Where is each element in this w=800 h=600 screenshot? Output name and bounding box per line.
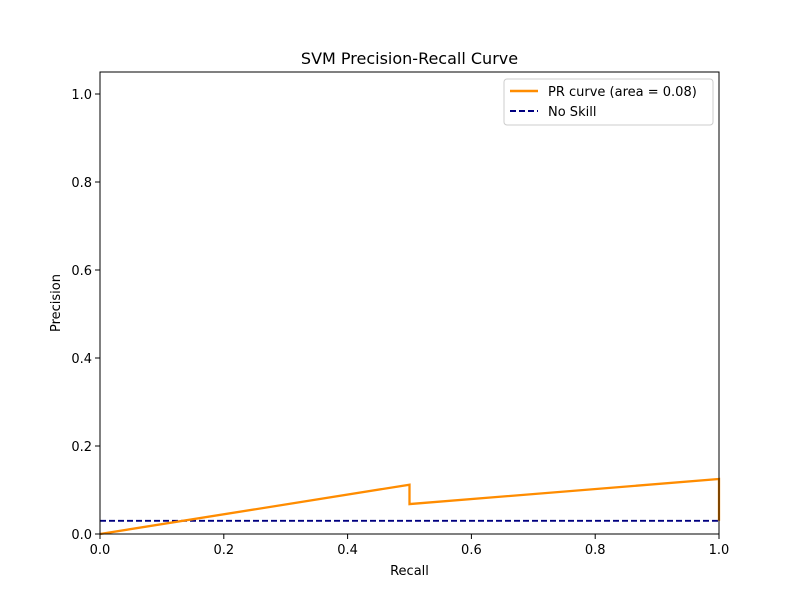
- y-tick-label: 0.0: [71, 528, 92, 543]
- legend-label-pr-curve: PR curve (area = 0.08): [548, 85, 697, 100]
- y-tick-label: 0.6: [71, 264, 92, 279]
- x-axis-label: Recall: [390, 564, 429, 579]
- plot-area: [100, 72, 719, 534]
- x-tick-label: 1.0: [709, 543, 730, 558]
- y-axis: 0.0 0.2 0.4 0.6 0.8 1.0: [71, 88, 100, 543]
- legend-label-no-skill: No Skill: [548, 105, 596, 120]
- y-tick-label: 0.8: [71, 176, 92, 191]
- y-axis-label: Precision: [49, 274, 64, 332]
- legend: PR curve (area = 0.08) No Skill: [503, 78, 714, 126]
- x-tick-label: 0.0: [90, 543, 111, 558]
- x-tick-label: 0.2: [213, 543, 234, 558]
- axes-frame: [99, 71, 720, 535]
- x-axis: 0.0 0.2 0.4 0.6 0.8 1.0: [90, 534, 730, 558]
- y-tick-label: 0.4: [71, 352, 92, 367]
- chart-title: SVM Precision-Recall Curve: [301, 49, 518, 68]
- y-tick-label: 0.2: [71, 440, 92, 455]
- x-tick-label: 0.6: [461, 543, 482, 558]
- x-tick-label: 0.4: [337, 543, 358, 558]
- axes-border: [99, 71, 720, 535]
- axes-background: [100, 72, 719, 534]
- x-tick-label: 0.8: [585, 543, 606, 558]
- y-tick-label: 1.0: [71, 88, 92, 103]
- legend-box: [503, 78, 714, 126]
